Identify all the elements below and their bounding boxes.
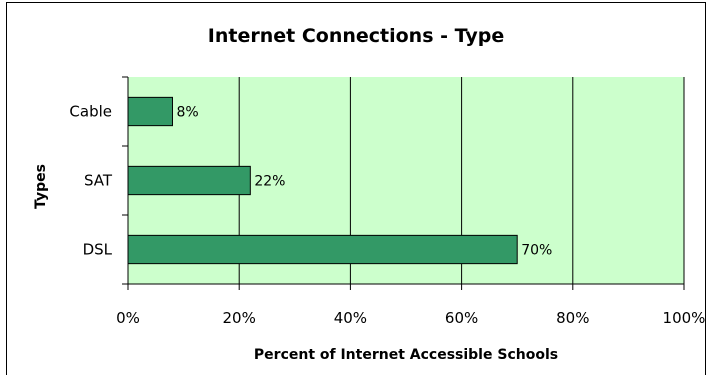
x-axis-title: Percent of Internet Accessible Schools xyxy=(254,347,558,363)
chart-title: Internet Connections - Type xyxy=(207,25,505,47)
x-tick-label-60: 60% xyxy=(445,309,478,327)
data-label-dsl: 70% xyxy=(521,243,552,259)
y-tick-label-dsl: DSL xyxy=(83,241,113,259)
y-tick-label-cable: Cable xyxy=(69,103,112,121)
data-label-sat: 22% xyxy=(254,174,285,190)
data-label-cable: 8% xyxy=(176,105,198,121)
x-tick-label-40: 40% xyxy=(334,309,367,327)
x-tick-label-100: 100% xyxy=(663,309,706,327)
y-tick-label-sat: SAT xyxy=(84,172,113,190)
x-tick-label-20: 20% xyxy=(223,309,256,327)
bar-sat xyxy=(127,165,251,196)
x-tick-label-80: 80% xyxy=(556,309,589,327)
y-axis-title: Types xyxy=(33,164,49,209)
bar-cable xyxy=(127,96,173,127)
x-tick-label-0: 0% xyxy=(116,309,140,327)
bar-dsl xyxy=(127,234,518,265)
